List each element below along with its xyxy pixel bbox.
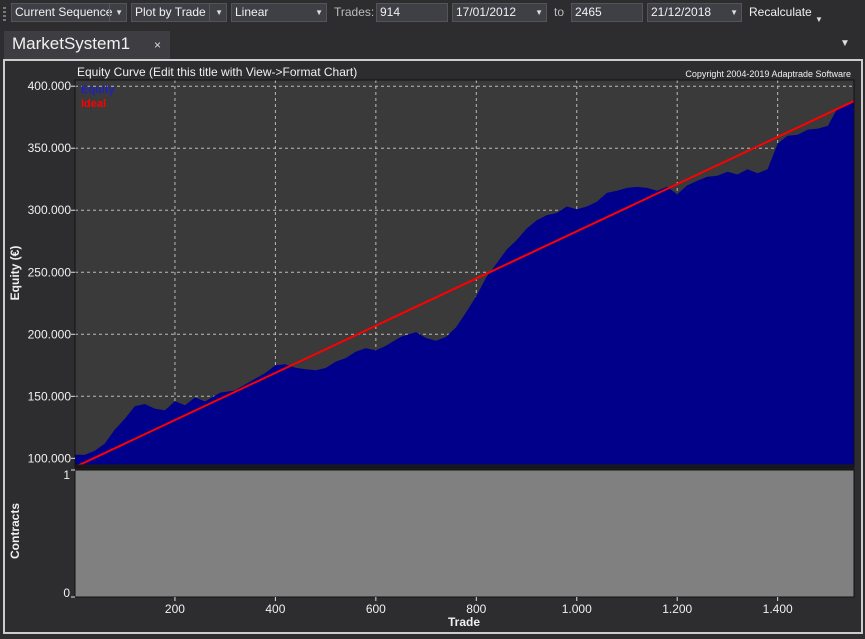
ideal-series-line [74,100,855,468]
tab-title: MarketSystem1 [12,34,131,53]
toolbar: Current Sequence ▼ Plot by Trade ▼ Linea… [0,0,865,28]
x-tick-label: 200 [165,602,185,616]
to-label: to [554,5,565,19]
scale-select-value: Linear [235,5,269,19]
y-tick-label: 250.000 [28,265,72,279]
equity-chart: Equity Curve (Edit this title with View-… [8,65,855,629]
date-to-value: 21/12/2018 [651,5,712,19]
trades-label: Trades: [334,5,375,19]
x-tick-label: 1.400 [763,602,793,616]
plot-mode-select-value: Plot by Trade [135,5,206,19]
chevron-down-icon[interactable]: ▼ [215,8,223,17]
tab-marketsystem1[interactable]: MarketSystem1 × [4,31,170,59]
contracts-y-tick-label: 0 [63,586,70,600]
legend-ideal: Ideal [81,98,106,110]
x-tick-label: 1.000 [562,602,592,616]
tab-list-dropdown-icon[interactable]: ▼ [840,38,850,49]
equity-plot-border [74,79,855,468]
y-tick-label: 350.000 [28,141,72,155]
contracts-plot-border [74,469,855,598]
equity-y-ticks: 100.000 150.000 200.000 250.000 300.000 350.0… [28,79,75,465]
plot-mode-select[interactable]: Plot by Trade ▼ [131,3,227,22]
document-tab-bar: MarketSystem1 × ▼ [0,28,865,59]
contracts-y-ticks: 01 [63,468,75,600]
select-separator [109,4,110,21]
toolbar-grip[interactable] [3,7,6,23]
scale-select[interactable]: Linear ▼ [231,3,327,22]
y-tick-label: 150.000 [28,389,72,403]
copyright-text: Copyright 2004-2019 Adaptrade Software [685,69,851,79]
close-icon[interactable]: × [154,38,162,52]
y-tick-label: 300.000 [28,203,72,217]
chart-title: Equity Curve (Edit this title with View-… [77,65,357,79]
select-separator [209,4,210,21]
date-to-picker[interactable]: 21/12/2018 ▼ [647,3,742,22]
y-tick-label: 100.000 [28,451,72,465]
contracts-series-area [75,470,854,597]
equity-y-axis-label: Equity (€) [8,246,22,301]
trades-to-input[interactable]: 2465 [571,3,643,22]
chart-frame: Equity Curve (Edit this title with View-… [3,59,863,634]
chevron-down-icon[interactable]: ▼ [730,8,738,17]
contracts-y-axis-label: Contracts [8,503,22,559]
sequence-select-value: Current Sequence [15,5,113,19]
legend-equity: Equity [81,84,115,96]
x-tick-label: 800 [466,602,486,616]
recalculate-button[interactable]: Recalculate [749,5,812,19]
chevron-down-icon[interactable]: ▼ [315,8,323,17]
chevron-down-icon[interactable]: ▼ [535,8,543,17]
trades-from-input[interactable]: 914 [376,3,448,22]
y-tick-label: 400.000 [28,79,72,93]
x-tick-label: 1.200 [662,602,692,616]
x-tick-label: 600 [366,602,386,616]
y-tick-label: 200.000 [28,327,72,341]
date-from-picker[interactable]: 17/01/2012 ▼ [452,3,547,22]
x-tick-label: 400 [265,602,285,616]
x-ticks: 200 400 600 800 1.000 1.200 1.400 [165,597,793,616]
chevron-down-icon[interactable]: ▼ [115,8,123,17]
x-axis-label: Trade [448,615,480,629]
date-from-value: 17/01/2012 [456,5,517,19]
contracts-y-tick-label: 1 [63,468,70,482]
sequence-select[interactable]: Current Sequence ▼ [11,3,127,22]
toolbar-overflow-icon[interactable]: ▼ [815,15,823,24]
